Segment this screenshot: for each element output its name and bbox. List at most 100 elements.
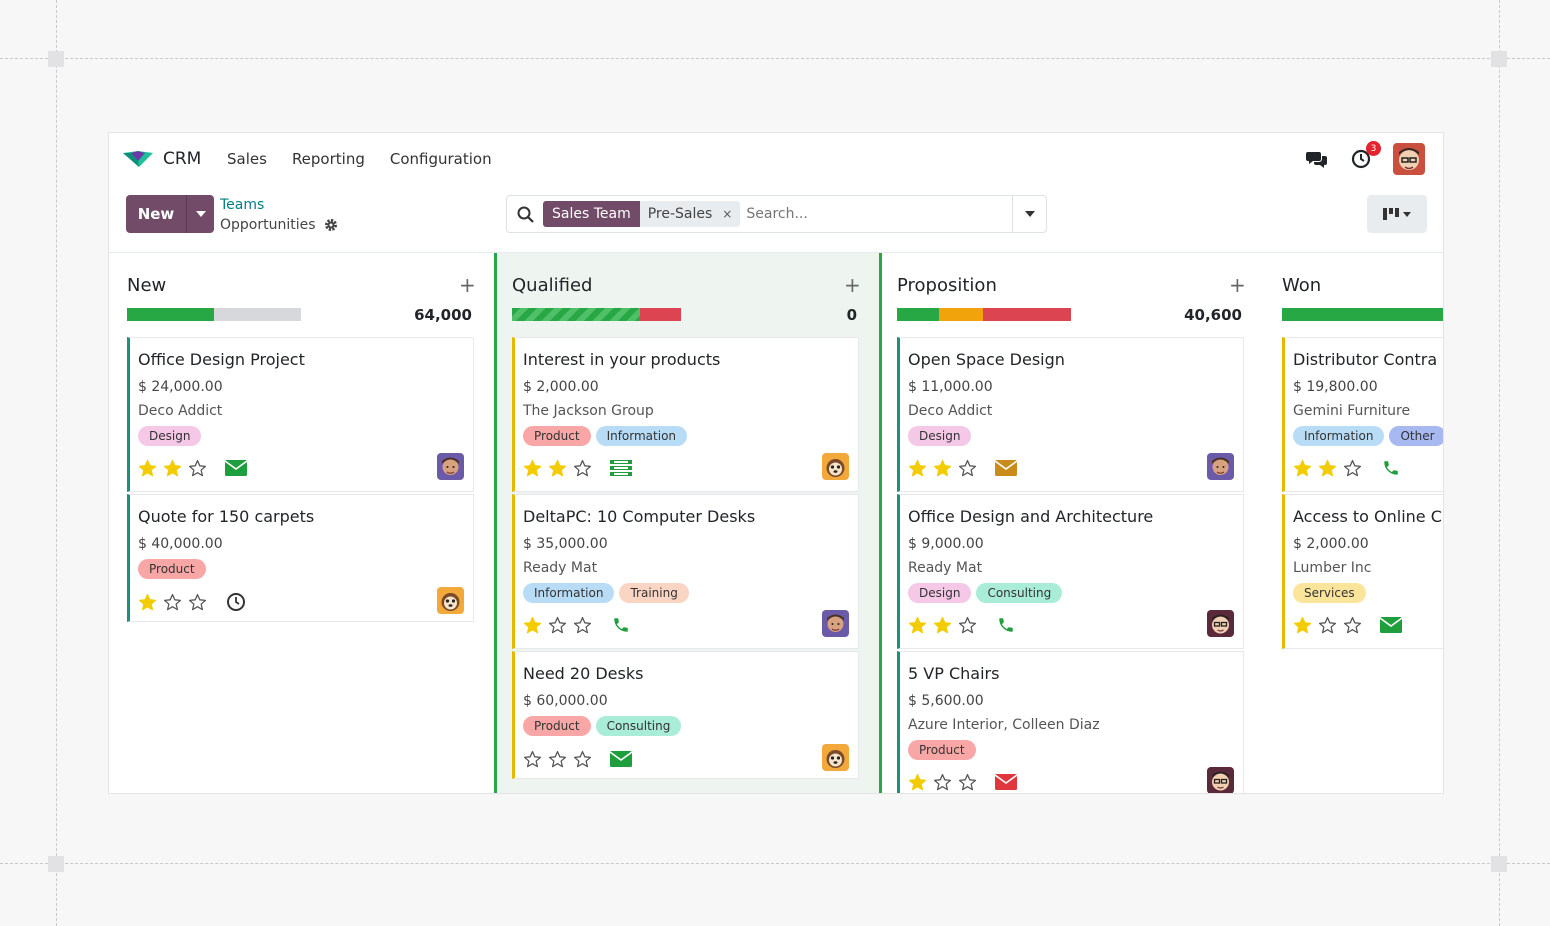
tag-design[interactable]: Design xyxy=(908,583,972,603)
facet-remove-icon[interactable]: × xyxy=(722,207,733,221)
star-filled-icon[interactable] xyxy=(932,615,953,636)
kanban-card[interactable]: Open Space Design $ 11,000.00 Deco Addict D… xyxy=(897,337,1244,492)
view-switcher[interactable] xyxy=(1367,195,1427,233)
kanban-card[interactable]: Office Design and Architecture $ 9,000.00… xyxy=(897,494,1244,649)
star-filled-icon[interactable] xyxy=(522,615,543,636)
tag-product[interactable]: Product xyxy=(523,426,591,446)
kanban-card[interactable]: DeltaPC: 10 Computer Desks $ 35,000.00 Rea… xyxy=(512,494,859,649)
search-icon[interactable] xyxy=(507,206,543,223)
menu-sales[interactable]: Sales xyxy=(227,150,267,168)
star-empty-icon[interactable] xyxy=(957,458,978,479)
tag-product[interactable]: Product xyxy=(523,716,591,736)
tag-services[interactable]: Services xyxy=(1293,583,1366,603)
phone-icon[interactable] xyxy=(994,613,1018,637)
kanban-card[interactable]: Access to Online C $ 2,000.00 Lumber Inc Se… xyxy=(1282,494,1443,649)
column-progressbar-proposition[interactable] xyxy=(897,308,1071,321)
kanban-card[interactable]: 5 VP Chairs $ 5,600.00 Azure Interior, Col… xyxy=(897,651,1244,793)
star-empty-icon[interactable] xyxy=(1317,615,1338,636)
star-empty-icon[interactable] xyxy=(572,749,593,770)
star-filled-icon[interactable] xyxy=(137,458,158,479)
card-dog-avatar[interactable] xyxy=(437,587,464,614)
add-card-new-icon[interactable]: + xyxy=(459,273,476,297)
kanban-card[interactable]: Quote for 150 carpets $ 40,000.00 Product xyxy=(127,494,474,622)
star-empty-icon[interactable] xyxy=(1342,458,1363,479)
column-progressbar-won[interactable] xyxy=(1282,308,1443,321)
menu-configuration[interactable]: Configuration xyxy=(389,150,492,168)
card-man-avatar[interactable] xyxy=(437,453,464,480)
star-filled-icon[interactable] xyxy=(1317,458,1338,479)
progressbar-segment[interactable] xyxy=(214,308,301,321)
star-filled-icon[interactable] xyxy=(932,458,953,479)
tag-consulting[interactable]: Consulting xyxy=(595,716,682,736)
star-empty-icon[interactable] xyxy=(187,458,208,479)
progressbar-segment[interactable] xyxy=(939,308,983,321)
tag-information[interactable]: Information xyxy=(523,583,615,603)
progressbar-segment[interactable] xyxy=(897,308,939,321)
card-dog-avatar[interactable] xyxy=(822,744,849,771)
envelope-icon[interactable] xyxy=(994,456,1018,480)
star-empty-icon[interactable] xyxy=(187,592,208,613)
envelope-icon[interactable] xyxy=(224,456,248,480)
star-filled-icon[interactable] xyxy=(137,592,158,613)
breadcrumb-teams[interactable]: Teams xyxy=(220,197,265,213)
column-title-won[interactable]: Won xyxy=(1282,275,1322,296)
star-empty-icon[interactable] xyxy=(572,615,593,636)
card-man-avatar[interactable] xyxy=(1207,453,1234,480)
star-empty-icon[interactable] xyxy=(1342,615,1363,636)
star-filled-icon[interactable] xyxy=(1292,615,1313,636)
column-progressbar-qualified[interactable] xyxy=(512,308,681,321)
column-title-proposition[interactable]: Proposition xyxy=(897,275,997,296)
card-glasses-avatar[interactable] xyxy=(1207,610,1234,637)
tag-design[interactable]: Design xyxy=(138,426,202,446)
phone-icon[interactable] xyxy=(609,613,633,637)
envelope-icon[interactable] xyxy=(609,747,633,771)
star-empty-icon[interactable] xyxy=(957,772,978,793)
star-filled-icon[interactable] xyxy=(547,458,568,479)
star-empty-icon[interactable] xyxy=(522,749,543,770)
progressbar-segment[interactable] xyxy=(127,308,214,321)
crm-logo-icon[interactable] xyxy=(121,147,155,171)
kanban-card[interactable]: Office Design Project $ 24,000.00 Deco Add… xyxy=(127,337,474,492)
search-input[interactable] xyxy=(746,206,997,222)
progressbar-segment[interactable] xyxy=(640,308,681,321)
star-filled-icon[interactable] xyxy=(907,772,928,793)
star-filled-icon[interactable] xyxy=(162,458,183,479)
envelope-icon[interactable] xyxy=(994,770,1018,793)
star-filled-icon[interactable] xyxy=(1292,458,1313,479)
star-empty-icon[interactable] xyxy=(547,749,568,770)
user-avatar[interactable] xyxy=(1393,143,1425,175)
column-progressbar-new[interactable] xyxy=(127,308,301,321)
progressbar-segment[interactable] xyxy=(1282,308,1443,321)
progressbar-segment[interactable] xyxy=(983,308,1071,321)
activity-clock-icon[interactable]: 3 xyxy=(1349,141,1381,171)
add-card-proposition-icon[interactable]: + xyxy=(1229,273,1246,297)
star-filled-icon[interactable] xyxy=(907,615,928,636)
tag-information[interactable]: Information xyxy=(1293,426,1385,446)
column-title-qualified[interactable]: Qualified xyxy=(512,275,593,296)
column-title-new[interactable]: New xyxy=(127,275,167,296)
card-man-avatar[interactable] xyxy=(822,610,849,637)
tag-product[interactable]: Product xyxy=(138,559,206,579)
add-card-qualified-icon[interactable]: + xyxy=(844,273,861,297)
star-empty-icon[interactable] xyxy=(162,592,183,613)
gear-icon[interactable] xyxy=(324,218,338,232)
tag-other[interactable]: Other xyxy=(1389,426,1443,446)
search-options-toggle[interactable] xyxy=(1012,196,1046,232)
card-dog-avatar[interactable] xyxy=(822,453,849,480)
card-glasses-avatar[interactable] xyxy=(1207,767,1234,793)
kanban-card[interactable]: Interest in your products $ 2,000.00 The J… xyxy=(512,337,859,492)
tag-design[interactable]: Design xyxy=(908,426,972,446)
star-filled-icon[interactable] xyxy=(522,458,543,479)
tag-consulting[interactable]: Consulting xyxy=(976,583,1063,603)
tag-information[interactable]: Information xyxy=(595,426,688,446)
star-filled-icon[interactable] xyxy=(907,458,928,479)
clock-icon[interactable] xyxy=(224,590,248,614)
phone-icon[interactable] xyxy=(1379,456,1403,480)
kanban-card[interactable]: Need 20 Desks $ 60,000.00 Product Consultin… xyxy=(512,651,859,779)
new-dropdown-toggle[interactable] xyxy=(186,195,214,233)
discuss-icon[interactable] xyxy=(1305,147,1329,171)
star-empty-icon[interactable] xyxy=(572,458,593,479)
tag-product[interactable]: Product xyxy=(908,740,976,760)
menu-reporting[interactable]: Reporting xyxy=(291,150,365,168)
star-empty-icon[interactable] xyxy=(932,772,953,793)
